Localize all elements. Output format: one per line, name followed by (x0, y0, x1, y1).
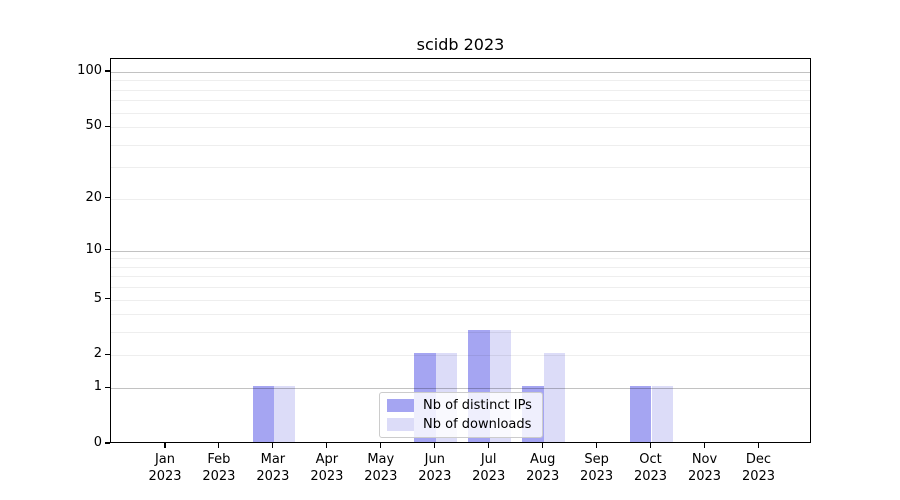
gridline-minor-4 (111, 314, 810, 316)
x-tick-label-mar: Mar 2023 (256, 452, 290, 484)
x-tick-label-apr: Apr 2023 (310, 452, 344, 484)
y-tick-label-0: 0 (93, 435, 102, 450)
gridline-minor-50 (111, 127, 810, 129)
gridline-minor-6 (111, 287, 810, 289)
x-tick-label-jan: Jan 2023 (148, 452, 182, 484)
x-tick-mark-sep (596, 443, 598, 448)
y-tick-mark-0 (105, 442, 110, 444)
y-tick-mark-1 (105, 386, 110, 388)
y-tick-mark-100 (105, 70, 110, 72)
gridline-minor-20 (111, 198, 810, 200)
gridline-minor-9 (111, 258, 810, 260)
x-tick-label-jul: Jul 2023 (472, 452, 506, 484)
gridline-minor-40 (111, 144, 810, 146)
gridline-minor-90 (111, 80, 810, 82)
x-tick-label-oct: Oct 2023 (633, 452, 668, 484)
x-tick-label-aug: Aug 2023 (526, 452, 560, 484)
x-tick-label-nov: Nov 2023 (687, 452, 722, 484)
x-tick-mark-jun (434, 443, 436, 448)
legend: Nb of distinct IPs Nb of downloads (379, 392, 543, 438)
legend-swatch-distinct-ips (387, 399, 414, 413)
gridline-minor-60 (111, 112, 810, 114)
legend-row-downloads: Nb of downloads (387, 417, 535, 432)
gridline-minor-8 (111, 266, 810, 268)
y-tick-label-1: 1 (93, 379, 102, 395)
y-tick-label-20: 20 (85, 189, 102, 205)
y-tick-label-5: 5 (93, 290, 102, 306)
y-tick-mark-2 (105, 353, 110, 355)
y-tick-mark-10 (105, 249, 110, 251)
plot-area: Nb of distinct IPs Nb of downloads (110, 58, 811, 443)
x-tick-mark-mar (272, 443, 274, 448)
bar-distinct-ips-mar (252, 386, 274, 442)
bar-downloads-aug (543, 353, 566, 442)
x-tick-label-may: May 2023 (364, 452, 398, 484)
x-tick-mark-apr (326, 443, 328, 448)
y-tick-label-2: 2 (93, 346, 102, 362)
legend-label-distinct-ips: Nb of distinct IPs (423, 398, 532, 414)
x-tick-label-feb: Feb 2023 (202, 452, 236, 484)
gridline-minor-3 (111, 332, 810, 334)
y-tick-mark-20 (105, 197, 110, 199)
bar-downloads-mar (273, 386, 296, 442)
x-tick-mark-aug (542, 443, 544, 448)
x-tick-mark-nov (703, 443, 706, 448)
x-tick-mark-oct (649, 443, 652, 448)
gridline-minor-5 (111, 299, 810, 301)
legend-swatch-downloads (387, 417, 414, 431)
y-tick-label-100: 100 (77, 63, 102, 78)
legend-row-distinct-ips: Nb of distinct IPs (387, 398, 535, 413)
x-tick-mark-dec (757, 443, 760, 448)
x-tick-label-dec: Dec 2023 (741, 452, 776, 484)
chart-title: scidb 2023 (416, 35, 505, 54)
gridline-major-1 (111, 388, 810, 390)
y-tick-label-10: 10 (85, 241, 102, 257)
x-tick-mark-jul (488, 443, 490, 448)
gridline-minor-80 (111, 89, 810, 91)
y-tick-mark-50 (105, 125, 110, 127)
y-tick-label-50: 50 (85, 118, 102, 134)
x-tick-label-sep: Sep 2023 (580, 452, 614, 484)
gridline-minor-7 (111, 276, 810, 278)
x-tick-mark-jan (164, 443, 166, 448)
x-tick-mark-feb (218, 443, 220, 448)
gridline-minor-2 (111, 355, 810, 357)
y-tick-mark-5 (105, 298, 110, 300)
gridline-major-100 (111, 72, 810, 73)
x-tick-label-jun: Jun 2023 (418, 452, 452, 484)
gridline-minor-70 (111, 100, 810, 102)
gridline-minor-30 (111, 167, 810, 169)
bar-distinct-ips-oct (630, 386, 652, 442)
bar-downloads-oct (651, 386, 673, 442)
gridline-major-10 (111, 250, 810, 252)
x-tick-mark-may (380, 443, 382, 448)
legend-label-downloads: Nb of downloads (423, 416, 532, 432)
